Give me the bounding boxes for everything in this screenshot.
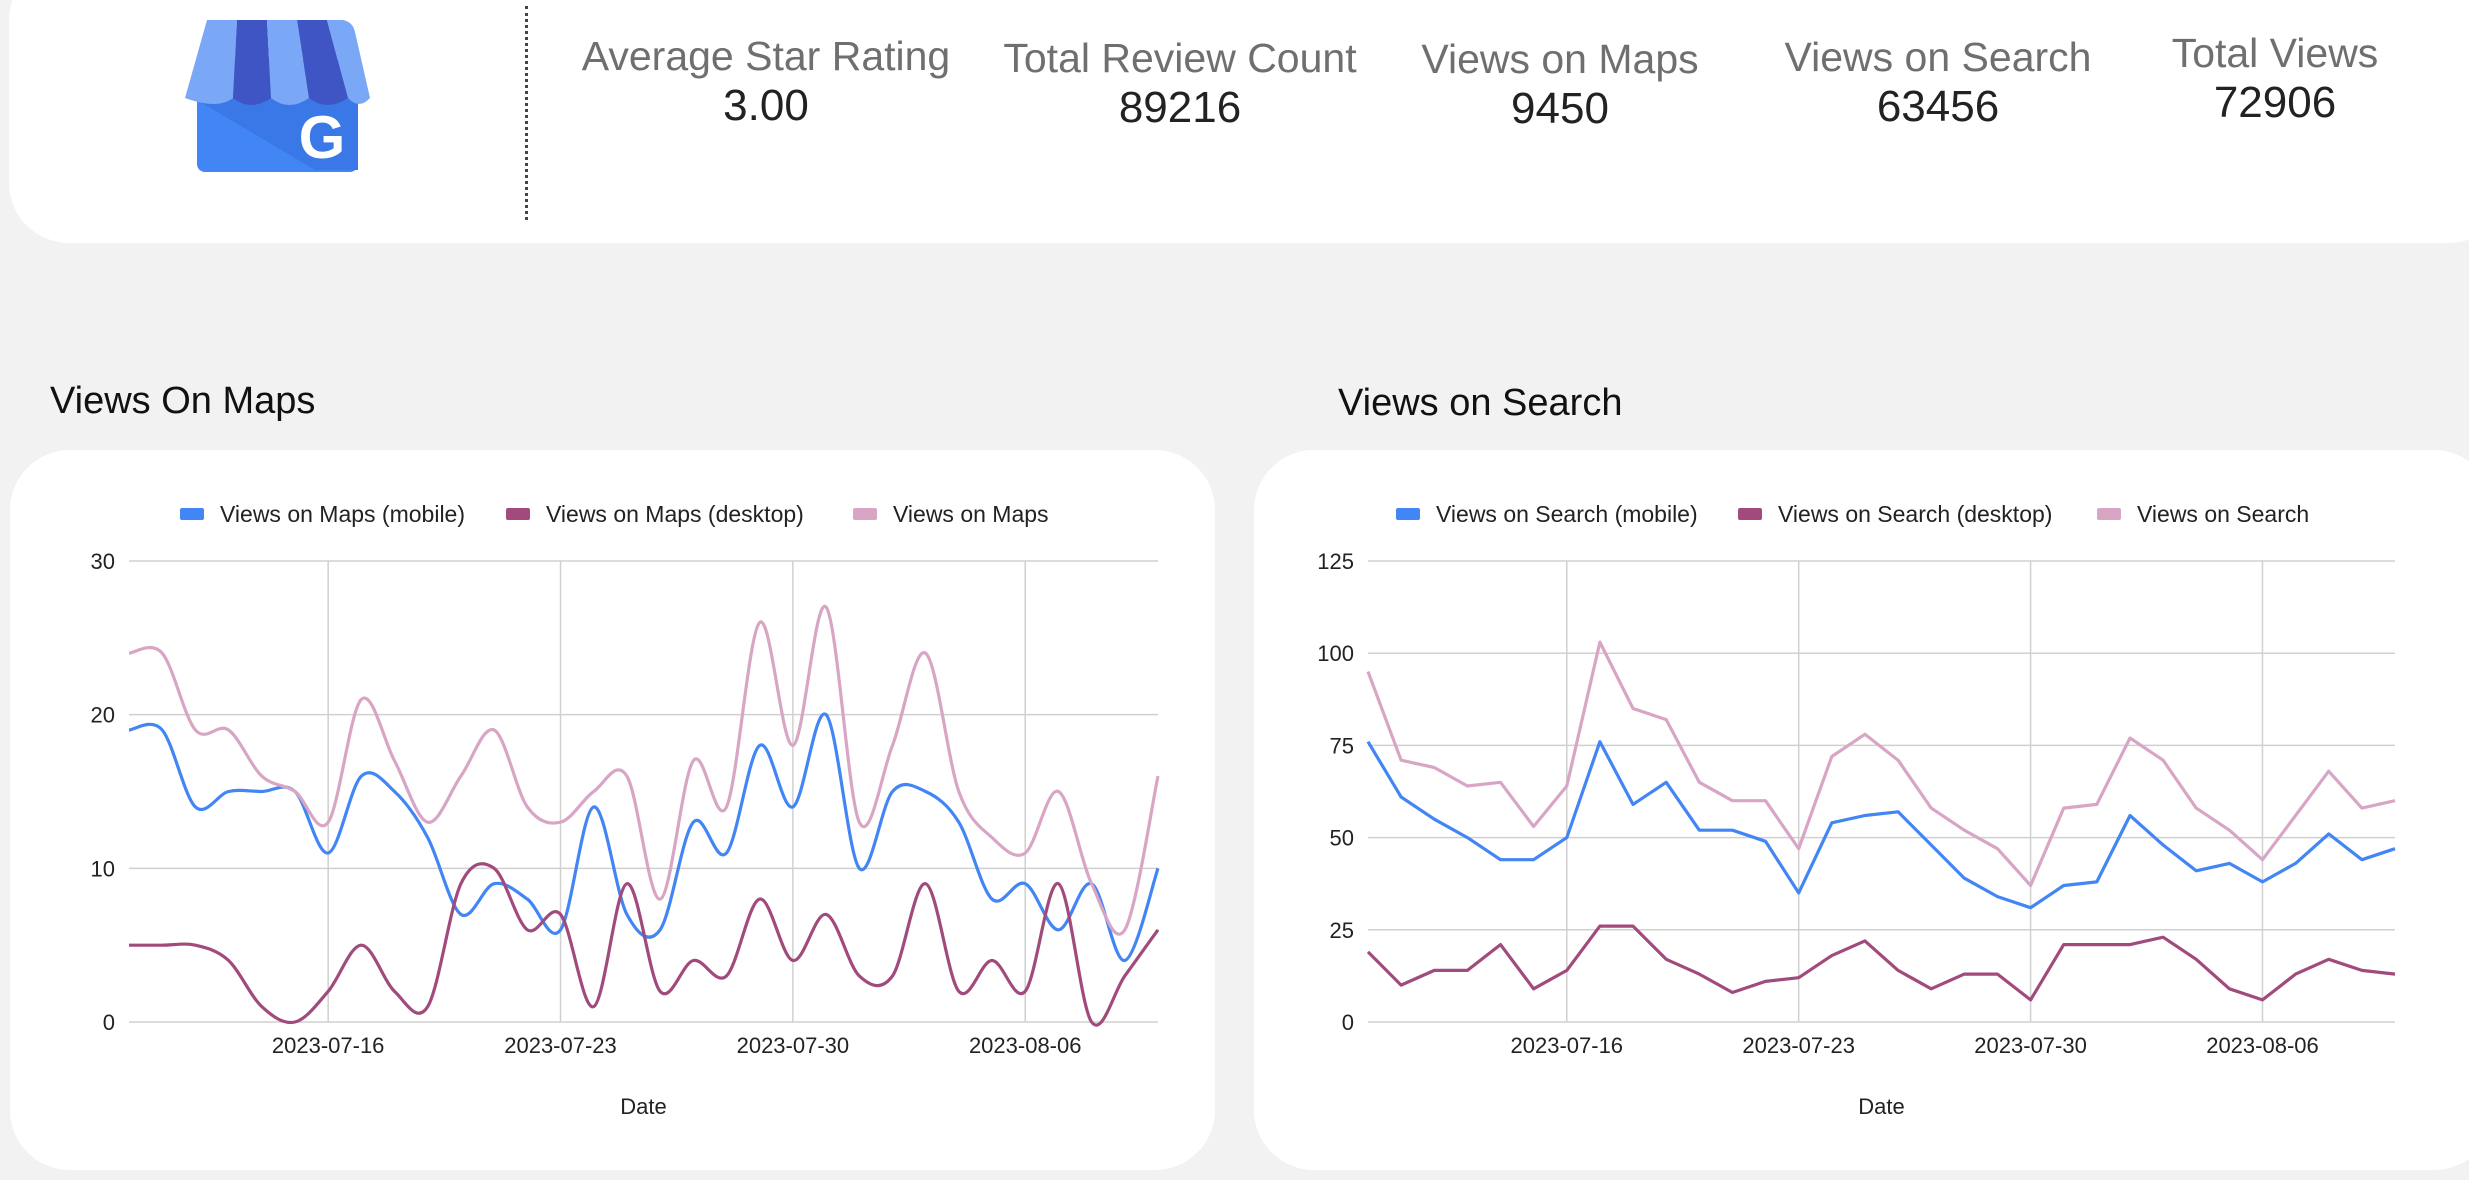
search-y-tick-label: 0 xyxy=(1342,1010,1354,1035)
google-my-business-icon: G xyxy=(185,20,370,175)
kpi-value: 89216 xyxy=(1118,83,1242,132)
kpi-value: 63456 xyxy=(1876,82,2000,131)
kpi-value: 3.00 xyxy=(723,81,809,130)
logo-letter: G xyxy=(299,104,346,171)
search-y-tick-label: 75 xyxy=(1330,733,1354,758)
kpi-total-views: Total Views 72906 xyxy=(2125,29,2425,129)
kpi-label: Average Star Rating xyxy=(581,33,951,79)
maps-legend-swatch xyxy=(180,508,204,520)
search-chart-card: 0 25 50 75 100 125 2023-07-16 2023-07-23 2023-07… xyxy=(1254,450,2469,1170)
maps-legend-label: Views on Maps (mobile) xyxy=(220,501,465,527)
maps-legend-swatch xyxy=(506,508,530,520)
search-legend-label: Views on Search (desktop) xyxy=(1778,501,2052,527)
kpi-divider xyxy=(525,6,528,220)
search-legend-label: Views on Search xyxy=(2137,501,2309,527)
search-legend-label: Views on Search (mobile) xyxy=(1436,501,1698,527)
search-x-axis-title: Date xyxy=(1858,1094,1904,1119)
search-x-tick-label: 2023-07-23 xyxy=(1742,1033,1855,1058)
maps-line-chart: 0 10 20 30 2023-07-16 2023-07-23 2023-07-30 202… xyxy=(91,501,1160,1119)
kpi-value: 72906 xyxy=(2213,78,2337,127)
maps-series-line-0 xyxy=(128,712,1160,963)
search-chart-title: Views on Search xyxy=(1338,382,1623,424)
maps-y-tick-label: 30 xyxy=(91,549,115,574)
search-legend-swatch xyxy=(2097,508,2121,520)
kpi-label: Total Review Count xyxy=(1003,35,1357,81)
maps-x-tick-label: 2023-07-30 xyxy=(737,1033,850,1058)
kpi-scorecard-card xyxy=(9,0,2469,243)
maps-x-tick-label: 2023-07-16 xyxy=(272,1033,385,1058)
search-series-line-1 xyxy=(1366,924,2396,1002)
search-y-tick-label: 125 xyxy=(1317,549,1354,574)
kpi-label: Views on Maps xyxy=(1421,36,1699,82)
maps-y-tick-label: 20 xyxy=(91,703,115,728)
search-legend-swatch xyxy=(1738,508,1762,520)
maps-legend-label: Views on Maps (desktop) xyxy=(546,501,804,527)
maps-x-axis-title: Date xyxy=(620,1094,666,1119)
search-legend-swatch xyxy=(1396,508,1420,520)
search-x-tick-label: 2023-08-06 xyxy=(2206,1033,2319,1058)
kpi-value: 9450 xyxy=(1511,84,1609,133)
maps-series-line-2 xyxy=(128,605,1160,936)
maps-y-tick-label: 10 xyxy=(91,856,115,881)
search-y-tick-label: 25 xyxy=(1330,918,1354,943)
kpi-average-star-rating: Average Star Rating 3.00 xyxy=(576,32,956,132)
maps-series-line-1 xyxy=(128,862,1160,1027)
search-y-tick-label: 100 xyxy=(1317,641,1354,666)
kpi-total-review-count: Total Review Count 89216 xyxy=(1000,34,1360,134)
maps-y-tick-label: 0 xyxy=(103,1010,115,1035)
search-series-line-0 xyxy=(1366,740,2396,910)
search-x-tick-label: 2023-07-16 xyxy=(1511,1033,1624,1058)
maps-legend-swatch xyxy=(853,508,877,520)
maps-legend-label: Views on Maps xyxy=(893,501,1049,527)
maps-chart-card: 0 10 20 30 2023-07-16 2023-07-23 2023-07-30 202… xyxy=(10,450,1215,1170)
search-series-line-2 xyxy=(1366,640,2396,888)
kpi-views-on-search: Views on Search 63456 xyxy=(1768,33,2108,133)
maps-x-tick-label: 2023-07-23 xyxy=(504,1033,617,1058)
maps-chart-title: Views On Maps xyxy=(50,380,316,422)
search-x-tick-label: 2023-07-30 xyxy=(1974,1033,2087,1058)
kpi-views-on-maps: Views on Maps 9450 xyxy=(1390,35,1730,135)
search-y-tick-label: 50 xyxy=(1330,826,1354,851)
maps-x-tick-label: 2023-08-06 xyxy=(969,1033,1082,1058)
kpi-label: Views on Search xyxy=(1784,34,2092,80)
search-line-chart: 0 25 50 75 100 125 2023-07-16 2023-07-23 2023-07… xyxy=(1317,501,2396,1119)
kpi-label: Total Views xyxy=(2171,30,2379,76)
